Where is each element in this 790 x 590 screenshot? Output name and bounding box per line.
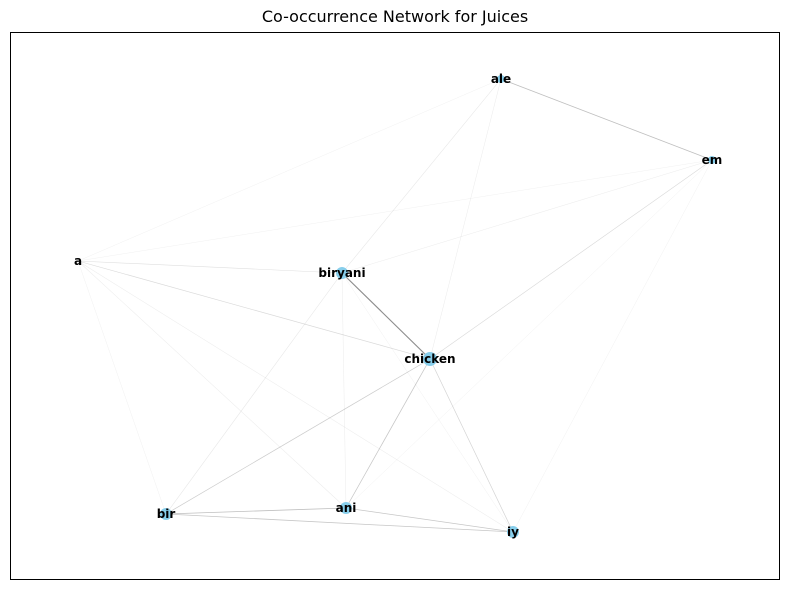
edge-biryani-bir [165,272,343,515]
edge-biryani-chicken [341,272,431,360]
edge-a-chicken [77,260,431,360]
edge-em-iy [512,159,713,533]
node-label-bir: bir [157,507,176,521]
edge-ani-iy [345,507,514,533]
node-iy[interactable] [507,526,519,538]
node-label-a: a [74,254,82,268]
edge-a-biryani [77,260,343,274]
node-em[interactable] [708,156,716,164]
node-label-iy: iy [507,525,519,539]
edge-a-ani [77,260,347,509]
edge-em-ani [345,159,713,509]
node-bir[interactable] [160,508,172,520]
node-label-ale: ale [491,72,511,86]
edge-chicken-bir [165,358,431,515]
edge-ale-a [77,78,502,262]
edge-em-biryani [341,159,713,274]
edge-bir-iy [165,513,514,533]
edge-layer [77,78,713,533]
node-label-em: em [702,153,723,167]
edge-ale-em [500,78,713,161]
plot-frame [10,32,780,580]
edge-ale-chicken [429,78,502,360]
edge-a-bir [77,260,167,515]
node-label-chicken: chicken [404,352,455,366]
chart-title: Co-occurrence Network for Juices [261,7,529,26]
edge-chicken-ani [345,358,431,509]
node-layer [160,75,716,538]
edge-chicken-em [429,159,713,360]
edge-biryani-ani [341,272,347,509]
node-ale[interactable] [497,75,505,83]
node-chicken[interactable] [423,352,437,366]
edge-ale-biryani [341,78,502,274]
edge-chicken-iy [429,358,514,533]
edge-a-iy [77,260,514,533]
label-layer: a biryani chicken ale em bir ani iy [74,72,722,539]
node-biryani[interactable] [336,267,348,279]
edge-biryani-iy [341,272,514,533]
node-ani[interactable] [340,502,352,514]
edge-em-a [77,159,713,262]
edge-bir-ani [165,507,347,515]
node-label-ani: ani [336,501,357,515]
node-label-biryani: biryani [318,266,365,280]
